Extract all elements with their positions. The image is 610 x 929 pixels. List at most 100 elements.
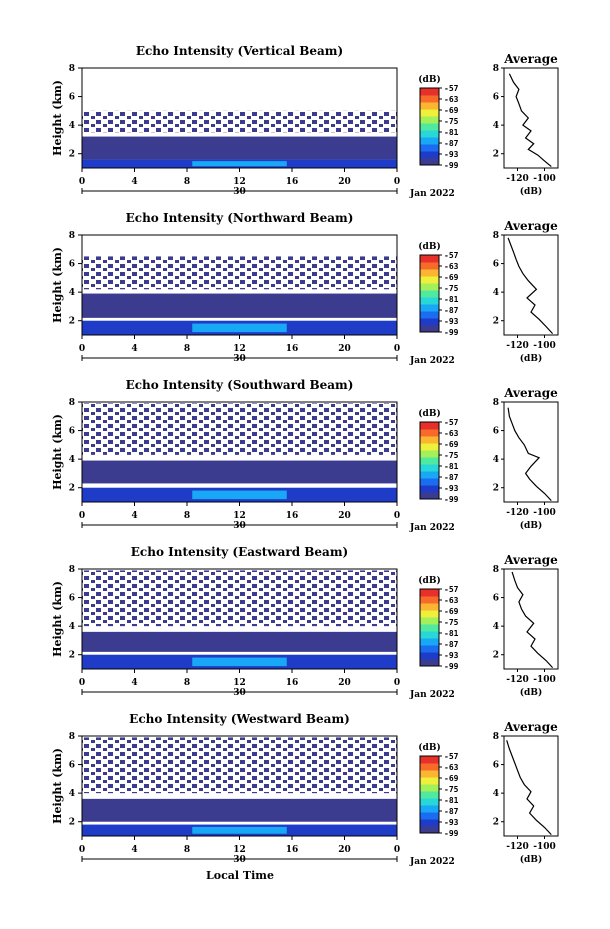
colorbar-tick-label: -75 (444, 284, 459, 293)
y-tick-label: 4 (69, 622, 75, 632)
colorbar-swatch (420, 311, 439, 319)
x-tick-label: 8 (184, 845, 190, 855)
colorbar-swatch (420, 784, 439, 792)
colorbar-tick-label: -69 (444, 607, 459, 616)
x-tick-label: 0 (79, 678, 85, 688)
profile-y-tick-label: 2 (493, 818, 499, 828)
colorbar-swatch (420, 638, 439, 646)
colorbar-unit: (dB) (418, 241, 440, 252)
profile-x-label: (dB) (520, 353, 542, 364)
colorbar-swatch (420, 276, 439, 284)
panel-0: Echo Intensity (Vertical Beam) 2 4 6 8 Height… (51, 44, 559, 199)
colorbar-tick-label: -87 (444, 139, 459, 148)
colorbar-tick-label: -81 (444, 295, 459, 304)
colorbar-tick-label: -69 (444, 774, 459, 783)
x-center-label: 30 (233, 521, 246, 531)
colorbar-swatch (420, 492, 439, 500)
profile-title: Average (503, 219, 558, 233)
heatmap-streak (192, 490, 287, 500)
heatmap-layer (82, 570, 397, 627)
profile-y-tick-label: 2 (493, 150, 499, 160)
profile-x-tick-label: -100 (533, 508, 556, 518)
profile-line (508, 73, 552, 168)
x-date-label: Jan 2022 (409, 857, 455, 867)
x-tick-label: 0 (394, 678, 400, 688)
y-tick-label: 2 (69, 651, 75, 661)
colorbar-tick-label: -63 (444, 763, 459, 772)
colorbar-frame (419, 421, 440, 500)
colorbar-swatch (420, 464, 439, 472)
colorbar-swatch (420, 95, 439, 103)
x-tick-label: 0 (79, 845, 85, 855)
colorbar-frame (419, 755, 440, 834)
colorbar-tick-label: -99 (444, 829, 459, 838)
profile-frame (503, 67, 559, 169)
x-tick-label: 0 (394, 511, 400, 521)
colorbar-tick-label: -81 (444, 462, 459, 471)
x-tick-label: 0 (394, 845, 400, 855)
profile-x-tick-label: -100 (533, 675, 556, 685)
colorbar-swatch (420, 610, 439, 618)
colorbar-swatch (420, 826, 439, 834)
colorbar-swatch (420, 624, 439, 632)
colorbar-tick-label: -81 (444, 128, 459, 137)
x-tick-label: 16 (286, 177, 299, 187)
colorbar-swatch (420, 109, 439, 117)
colorbar-unit: (dB) (418, 575, 440, 586)
y-axis-label: Height (km) (51, 748, 64, 824)
y-tick-label: 4 (69, 455, 75, 465)
colorbar-swatch (420, 290, 439, 298)
x-tick-label: 4 (131, 344, 137, 354)
colorbar-swatch (420, 443, 439, 451)
colorbar-swatch (420, 777, 439, 785)
y-tick-label: 4 (69, 789, 75, 799)
colorbar-swatch (420, 798, 439, 806)
profile-y-tick-label: 4 (493, 121, 499, 131)
y-tick-label: 8 (69, 565, 75, 575)
colorbar-unit: (dB) (418, 408, 440, 419)
x-tick-label: 12 (233, 344, 246, 354)
profile-line (507, 237, 554, 335)
colorbar-swatch (420, 485, 439, 493)
panel-3: Echo Intensity (Eastward Beam) 2 4 6 8 Height… (51, 545, 559, 700)
y-tick-label: 6 (69, 260, 75, 270)
profile-y-tick-label: 6 (493, 93, 499, 103)
profile-line (507, 407, 552, 502)
colorbar-swatch (420, 158, 439, 166)
profile-x-label: (dB) (520, 186, 542, 197)
profile-x-tick-label: -120 (506, 675, 529, 685)
colorbar-swatch (420, 457, 439, 465)
x-tick-label: 0 (79, 511, 85, 521)
x-tick-label: 0 (79, 177, 85, 187)
y-tick-label: 4 (69, 121, 75, 131)
y-tick-label: 2 (69, 818, 75, 828)
y-tick-label: 8 (69, 64, 75, 74)
heatmap-layer (82, 403, 397, 455)
y-tick-label: 4 (69, 288, 75, 298)
colorbar-tick-label: -69 (444, 273, 459, 282)
colorbar-tick-label: -63 (444, 262, 459, 271)
colorbar-swatch (420, 478, 439, 486)
colorbar-swatch (420, 652, 439, 660)
x-tick-label: 4 (131, 511, 137, 521)
colorbar-swatch (420, 269, 439, 277)
colorbar-swatch (420, 325, 439, 333)
y-axis-label: Height (km) (51, 581, 64, 657)
colorbar-frame (419, 87, 440, 166)
colorbar-swatch (420, 116, 439, 124)
profile-x-tick-label: -100 (533, 174, 556, 184)
x-tick-label: 20 (338, 177, 351, 187)
profile-y-tick-label: 4 (493, 455, 499, 465)
heatmap-streak (192, 323, 287, 333)
y-axis-label: Height (km) (51, 247, 64, 323)
panel-title: Echo Intensity (Northward Beam) (126, 211, 354, 225)
profile-x-tick-label: -120 (506, 174, 529, 184)
panel-title: Echo Intensity (Eastward Beam) (131, 545, 348, 559)
panel-title: Echo Intensity (Westward Beam) (129, 712, 350, 726)
profile-line (511, 571, 554, 669)
y-tick-label: 8 (69, 732, 75, 742)
heatmap-layer (82, 737, 397, 794)
x-tick-label: 4 (131, 845, 137, 855)
profile-line (506, 740, 552, 836)
colorbar-frame (419, 254, 440, 333)
